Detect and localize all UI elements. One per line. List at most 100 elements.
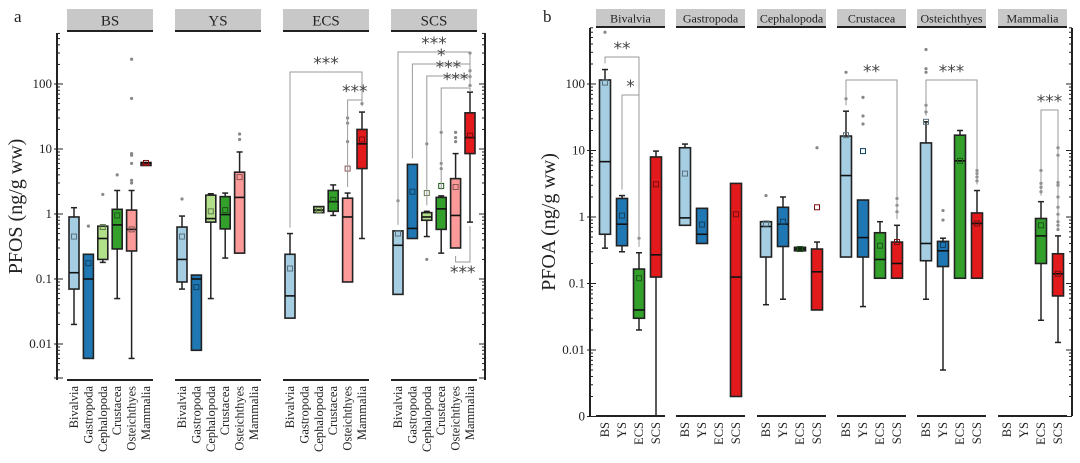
- iqr-box: [695, 207, 709, 245]
- mean-marker: [733, 211, 739, 218]
- mean-marker: [1055, 270, 1061, 277]
- facet-header: [391, 9, 477, 31]
- x-tick-label: Bivalvia: [283, 386, 297, 429]
- outlier-point: [764, 193, 768, 198]
- facet-title: YS: [208, 13, 227, 29]
- x-tick-label: YS: [776, 422, 790, 438]
- mean-marker: [940, 241, 946, 248]
- mean-marker: [128, 226, 135, 233]
- box-Osteichthyes-YS: [936, 208, 950, 371]
- outlier-point: [130, 161, 134, 166]
- significance-label: ***: [436, 58, 462, 78]
- iqr-box: [284, 253, 296, 319]
- box-BS-Bivalvia: [68, 206, 80, 326]
- y-tick-label: 1: [579, 209, 586, 224]
- box-ECS-Crustacea: [327, 184, 340, 217]
- bracket-line: [621, 94, 640, 247]
- outlier-point: [130, 96, 134, 101]
- y-tick-label: 0.1: [36, 271, 52, 286]
- y-tick-label: 100: [33, 76, 53, 91]
- x-tick-label: YS: [1017, 422, 1031, 438]
- box-ECS-Bivalvia: [284, 232, 296, 319]
- facet-header: [917, 9, 986, 27]
- significance-bracket: ***: [925, 62, 978, 185]
- mean-marker: [359, 136, 365, 143]
- x-tick-label: Crustacea: [434, 386, 448, 436]
- iqr-box: [233, 171, 246, 254]
- facet-title: Osteichthyes: [921, 11, 983, 25]
- box-Crustacea-ECS: [873, 220, 887, 280]
- x-tick-label: Bivalvia: [391, 386, 405, 429]
- outlier-point: [130, 151, 134, 156]
- mean-marker: [797, 246, 803, 253]
- box-Bivalvia-ECS: [632, 236, 646, 331]
- x-tick-label: YS: [695, 422, 709, 438]
- significance-label: ***: [450, 263, 476, 283]
- box-Gastropoda-YS: [695, 207, 709, 245]
- outlier-point: [861, 122, 865, 126]
- box-Cephalopoda-YS: [776, 196, 790, 300]
- significance-bracket: *: [621, 77, 640, 247]
- mean-marker: [207, 208, 214, 215]
- significance-bracket: ***: [342, 82, 368, 188]
- facet-title: Bivalvia: [610, 11, 651, 25]
- x-tick-label: Mammalia: [355, 386, 369, 441]
- mean-marker: [85, 260, 92, 267]
- box-Mammalia-SCS: [1051, 146, 1065, 344]
- mean-marker: [636, 275, 642, 282]
- iqr-box: [729, 182, 743, 398]
- x-tick-label: SCS: [810, 422, 824, 444]
- outlier-point: [454, 130, 458, 135]
- iqr-box: [435, 196, 448, 231]
- x-tick-label: ECS: [793, 422, 807, 445]
- iqr-box: [176, 226, 188, 283]
- mean-marker: [467, 132, 473, 139]
- x-tick-label: Mammalia: [463, 386, 477, 441]
- box-BS-Gastropoda: [82, 224, 95, 360]
- box-BS-Mammalia: [140, 159, 152, 167]
- iqr-box: [678, 146, 692, 227]
- y-tick-label: 0.01: [562, 342, 585, 357]
- box-SCS-Gastropoda: [406, 163, 419, 240]
- box-SCS-Crustacea: [435, 130, 448, 254]
- box-Osteichthyes-ECS: [953, 129, 967, 280]
- iqr-box: [759, 220, 773, 258]
- significance-bracket: *: [411, 46, 471, 159]
- x-tick-label: SCS: [970, 422, 984, 444]
- mean-marker: [682, 170, 688, 177]
- box-Bivalvia-BS: [598, 30, 612, 249]
- iqr-box: [839, 135, 853, 258]
- box-Mammalia-ECS: [1034, 168, 1048, 322]
- outlier-point: [941, 208, 945, 213]
- significance-label: **: [863, 62, 880, 82]
- y-tick-label: 0.1: [569, 276, 585, 291]
- bracket-line: [455, 226, 471, 263]
- box-YS-Osteichthyes: [233, 132, 246, 254]
- x-tick-label: Bivalvia: [67, 386, 81, 429]
- bracket-line: [426, 75, 471, 206]
- iqr-box: [190, 274, 203, 352]
- facet-header: [757, 9, 826, 27]
- iqr-box: [632, 268, 646, 320]
- bracket-line: [925, 79, 978, 185]
- facet-title: Cephalopoda: [760, 11, 824, 25]
- iqr-box: [341, 197, 354, 283]
- x-tick-label: ECS: [632, 422, 646, 445]
- box-Bivalvia-YS: [615, 194, 629, 253]
- significance-label: ***: [421, 34, 447, 54]
- bracket-line: [347, 99, 363, 188]
- x-tick-label: ECS: [953, 422, 967, 445]
- mean-marker: [780, 218, 786, 225]
- bracket-line: [845, 79, 898, 220]
- mean-marker: [974, 220, 980, 227]
- iqr-box: [97, 225, 109, 261]
- mean-marker: [957, 157, 963, 164]
- iqr-box: [856, 199, 870, 258]
- significance-label: *: [437, 46, 446, 66]
- iqr-box: [615, 197, 629, 247]
- box-SCS-Bivalvia: [392, 199, 404, 296]
- iqr-box: [953, 134, 967, 280]
- box-SCS-Cephalopoda: [420, 142, 433, 262]
- mean-marker: [222, 207, 229, 214]
